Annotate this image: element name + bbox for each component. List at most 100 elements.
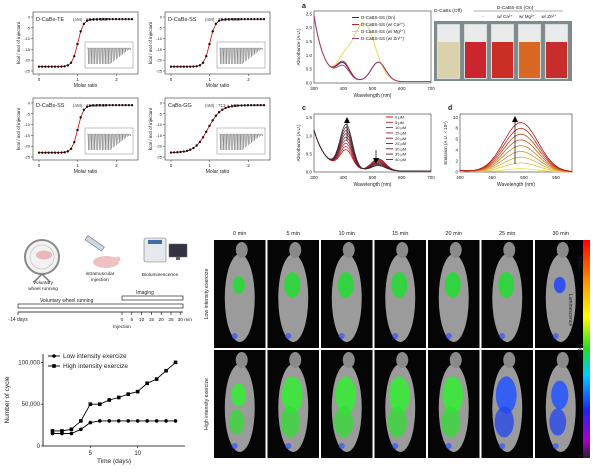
vial-label: w/ Zn²⁺ bbox=[542, 14, 558, 19]
legend-entry: 15 μM bbox=[395, 131, 406, 136]
y-tick-label: 0.0 bbox=[306, 81, 313, 86]
wheel-running-bar bbox=[17, 303, 184, 309]
syringe-icon bbox=[84, 235, 105, 252]
monitor-icon bbox=[168, 243, 188, 258]
signal-blob bbox=[281, 376, 303, 414]
data-point bbox=[205, 130, 208, 133]
data-point bbox=[130, 103, 134, 107]
signal-blob-lower bbox=[549, 408, 567, 436]
data-point bbox=[217, 19, 221, 22]
data-point bbox=[176, 65, 179, 68]
y-tick-label: 2.0 bbox=[306, 25, 313, 30]
vial-label: - bbox=[482, 14, 484, 19]
mouse-silhouette bbox=[278, 254, 309, 342]
x-tick-label: 0 bbox=[38, 77, 41, 82]
data-point bbox=[50, 65, 54, 68]
mouse-head bbox=[396, 242, 409, 258]
y-tick-label: -15 bbox=[24, 133, 31, 138]
itc-kd: (nM) : 713 ± 106 bbox=[205, 103, 238, 108]
panel-letter: d bbox=[448, 105, 452, 112]
data-point bbox=[50, 151, 54, 154]
itc-title: D-CaBs-SS bbox=[168, 17, 197, 23]
x-tick-label: 400 bbox=[339, 175, 347, 180]
vials-photo: D-CaBs (Off) D-CaBS-SS (On) - w/ Ca²⁺ w/ Mg²… bbox=[434, 5, 572, 81]
time-label: 15 min bbox=[392, 231, 409, 237]
y-tick-label: 4 bbox=[455, 148, 458, 153]
x-tick-label: 600 bbox=[398, 175, 406, 180]
legend-entry: 5 μM bbox=[395, 120, 404, 125]
mouse-head bbox=[289, 352, 302, 368]
data-point bbox=[60, 65, 63, 68]
signal-blob bbox=[231, 383, 247, 407]
y-label: Number of cycle bbox=[4, 376, 11, 423]
data-point bbox=[201, 136, 205, 139]
signal-blob bbox=[232, 276, 245, 294]
data-point-low bbox=[173, 419, 178, 423]
y-tick-label: -20 bbox=[24, 58, 31, 63]
data-point bbox=[211, 30, 214, 33]
legend-entry: D-CaBS-SS (On) bbox=[361, 15, 396, 20]
data-point bbox=[105, 17, 108, 21]
legend-marker bbox=[52, 354, 56, 358]
data-point-high bbox=[98, 402, 102, 406]
data-point bbox=[221, 108, 224, 111]
y-label: Absorbance (A.U.) bbox=[296, 28, 301, 66]
data-point bbox=[211, 119, 214, 122]
signal-blob bbox=[553, 276, 566, 294]
data-point bbox=[89, 104, 92, 107]
data-point bbox=[198, 140, 202, 144]
data-point-low bbox=[107, 419, 112, 423]
itc-title: CaBs-GG bbox=[168, 103, 192, 109]
x-tick-label: 2 bbox=[115, 163, 118, 168]
legend-entry: D-CaBS-SS (w/ Mg²⁺) bbox=[361, 29, 406, 34]
data-point bbox=[262, 17, 266, 21]
data-point bbox=[173, 151, 176, 154]
timeline-start: -14 days bbox=[8, 317, 28, 323]
x-label: Wavelength (nm) bbox=[354, 182, 392, 188]
data-point-low bbox=[79, 427, 83, 432]
series-line bbox=[52, 420, 176, 434]
vial-liquid bbox=[519, 42, 540, 78]
data-point bbox=[108, 103, 111, 107]
data-point bbox=[117, 17, 121, 21]
data-point bbox=[243, 104, 246, 107]
data-point bbox=[179, 150, 182, 154]
data-point bbox=[66, 150, 70, 153]
itc-axes bbox=[164, 97, 271, 161]
data-point bbox=[92, 18, 95, 21]
y-tick-label: 1.5 bbox=[306, 115, 313, 120]
mouse-head bbox=[556, 242, 569, 258]
signal-blob bbox=[551, 380, 569, 410]
data-point bbox=[76, 42, 79, 46]
data-point-low bbox=[135, 419, 140, 423]
data-point bbox=[227, 105, 230, 109]
signal-blob-lower bbox=[387, 406, 407, 438]
data-point-high bbox=[135, 389, 140, 394]
y-tick-label: -10 bbox=[156, 122, 163, 127]
x-tick-label: 600 bbox=[398, 86, 406, 91]
itc-title: D-CaBs-TE bbox=[36, 17, 64, 23]
data-point bbox=[108, 17, 111, 21]
series-line bbox=[313, 15, 431, 83]
mouse-silhouette bbox=[331, 254, 362, 342]
data-point-high bbox=[164, 368, 168, 373]
time-label: 30 min bbox=[552, 231, 569, 237]
data-point bbox=[233, 104, 237, 108]
arrow-up-head bbox=[344, 117, 350, 123]
vial-liquid bbox=[438, 42, 459, 78]
y-tick-label: 100,000 bbox=[18, 360, 40, 366]
data-point bbox=[217, 111, 221, 114]
y-tick-label: -25 bbox=[156, 155, 163, 160]
data-point bbox=[57, 65, 60, 68]
data-point-low bbox=[154, 419, 159, 423]
wheel-stand bbox=[41, 273, 51, 283]
signal-blob bbox=[498, 272, 515, 298]
x-tick-label: 0 bbox=[38, 163, 41, 168]
signal-blob bbox=[388, 376, 410, 414]
itc-ylabel: kcal / mol of injectant bbox=[16, 21, 21, 64]
y-tick-label: -20 bbox=[24, 144, 31, 149]
timeline-tick-label: 10 bbox=[139, 317, 145, 323]
data-point bbox=[98, 103, 102, 107]
legend-entry: Low intensity exercize bbox=[63, 353, 127, 360]
x-tick-label: 2 bbox=[115, 77, 118, 82]
